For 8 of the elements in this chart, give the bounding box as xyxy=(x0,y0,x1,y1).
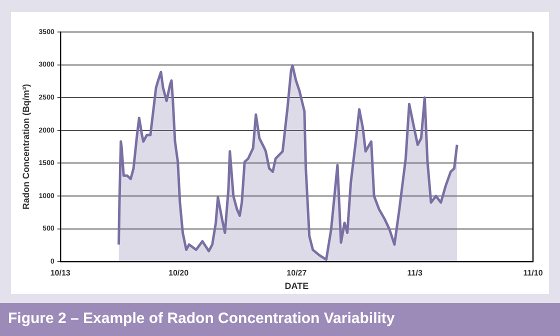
x-tick-label: 11/10 xyxy=(523,268,544,278)
text: Figure 2 – Example of Radon Concentration Variability xyxy=(8,310,395,327)
x-tick-label: 10/13 xyxy=(50,268,71,278)
y-axis-title: Radon Concentration (Bq/m³) xyxy=(20,84,31,210)
x-tick-label: 10/20 xyxy=(168,268,190,278)
x-tick-label: 10/27 xyxy=(286,268,308,278)
x-tick-label: 11/3 xyxy=(407,268,423,278)
x-axis-title: DATE xyxy=(284,281,309,292)
